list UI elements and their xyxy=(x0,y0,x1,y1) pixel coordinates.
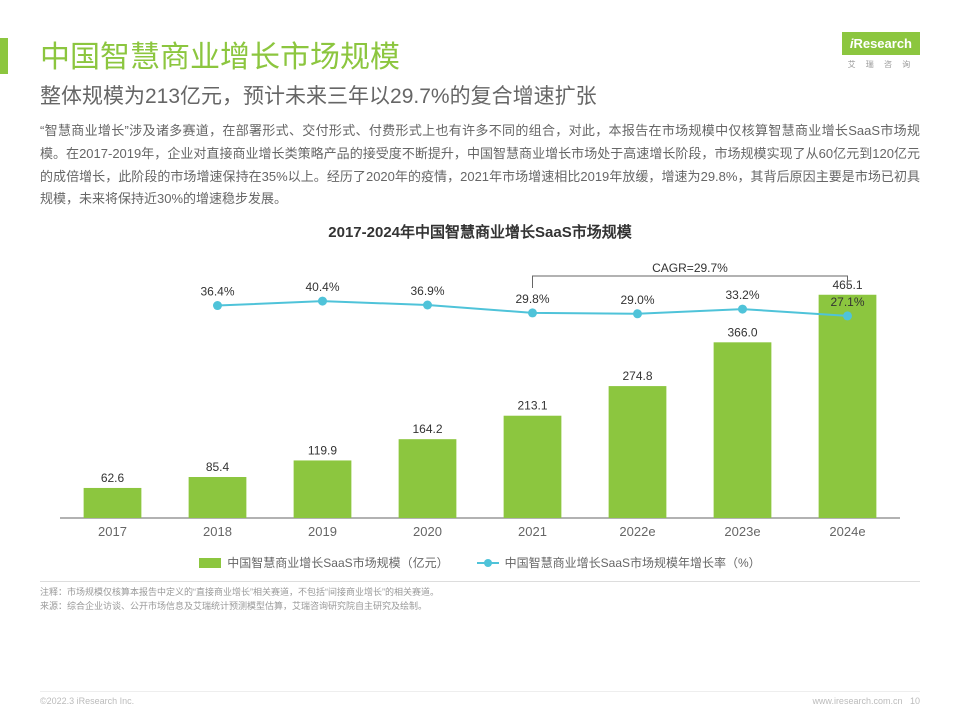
svg-text:40.4%: 40.4% xyxy=(305,280,339,294)
svg-text:62.6: 62.6 xyxy=(101,471,125,485)
footnotes: 注释：市场规模仅核算本报告中定义的“直接商业增长”相关赛道，不包括“间接商业增长… xyxy=(40,581,920,613)
svg-text:2021: 2021 xyxy=(518,524,547,539)
svg-text:29.0%: 29.0% xyxy=(620,293,654,307)
brand-logo: iiResearchResearch 艾 瑞 咨 询 xyxy=(842,32,920,70)
page-title: 中国智慧商业增长市场规模 xyxy=(40,32,920,76)
svg-text:274.8: 274.8 xyxy=(622,369,652,383)
page-subtitle: 整体规模为213亿元，预计未来三年以29.7%的复合增速扩张 xyxy=(40,80,920,110)
svg-text:85.4: 85.4 xyxy=(206,460,230,474)
page-number: 10 xyxy=(910,696,920,706)
svg-text:2017: 2017 xyxy=(98,524,127,539)
line-swatch-icon xyxy=(477,562,499,564)
svg-text:2024e: 2024e xyxy=(829,524,865,539)
svg-text:33.2%: 33.2% xyxy=(725,288,759,302)
legend-line: 中国智慧商业增长SaaS市场规模年增长率（%） xyxy=(477,554,761,571)
logo-subtitle: 艾 瑞 咨 询 xyxy=(842,59,920,70)
svg-text:366.0: 366.0 xyxy=(727,325,757,339)
svg-text:29.8%: 29.8% xyxy=(515,292,549,306)
legend-bar: 中国智慧商业增长SaaS市场规模（亿元） xyxy=(199,554,448,571)
header: 中国智慧商业增长市场规模 整体规模为213亿元，预计未来三年以29.7%的复合增… xyxy=(40,32,920,110)
svg-text:119.9: 119.9 xyxy=(308,443,337,457)
page-footer: ©2022.3 iResearch Inc. www.iresearch.com… xyxy=(40,691,920,706)
svg-text:CAGR=29.7%: CAGR=29.7% xyxy=(652,261,728,275)
note-line-2: 来源：综合企业访谈、公开市场信息及艾瑞统计预测模型估算，艾瑞咨询研究院自主研究及… xyxy=(40,600,920,614)
svg-text:36.9%: 36.9% xyxy=(410,284,444,298)
accent-bar xyxy=(0,38,8,74)
svg-text:27.1%: 27.1% xyxy=(830,295,864,309)
chart-legend: 中国智慧商业增长SaaS市场规模（亿元） 中国智慧商业增长SaaS市场规模年增长… xyxy=(40,554,920,571)
svg-text:2018: 2018 xyxy=(203,524,232,539)
svg-text:164.2: 164.2 xyxy=(412,422,442,436)
svg-text:213.1: 213.1 xyxy=(517,399,547,413)
combo-chart: 62.6 2017 85.4 2018 119.9 2019 164.2 2020 213.1 2… xyxy=(40,248,920,548)
bar-swatch-icon xyxy=(199,558,221,568)
note-line-1: 注释：市场规模仅核算本报告中定义的“直接商业增长”相关赛道，不包括“间接商业增长… xyxy=(40,586,920,600)
copyright: ©2022.3 iResearch Inc. xyxy=(40,696,134,706)
footer-url: www.iresearch.com.cn xyxy=(812,696,902,706)
svg-text:2019: 2019 xyxy=(308,524,337,539)
svg-text:2022e: 2022e xyxy=(619,524,655,539)
body-paragraph: “智慧商业增长”涉及诸多赛道，在部署形式、交付形式、付费形式上也有许多不同的组合… xyxy=(40,120,920,211)
svg-text:2023e: 2023e xyxy=(724,524,760,539)
svg-text:2020: 2020 xyxy=(413,524,442,539)
legend-bar-label: 中国智慧商业增长SaaS市场规模（亿元） xyxy=(227,554,448,571)
chart-title: 2017-2024年中国智慧商业增长SaaS市场规模 xyxy=(40,221,920,242)
legend-line-label: 中国智慧商业增长SaaS市场规模年增长率（%） xyxy=(505,554,761,571)
svg-text:36.4%: 36.4% xyxy=(200,285,234,299)
